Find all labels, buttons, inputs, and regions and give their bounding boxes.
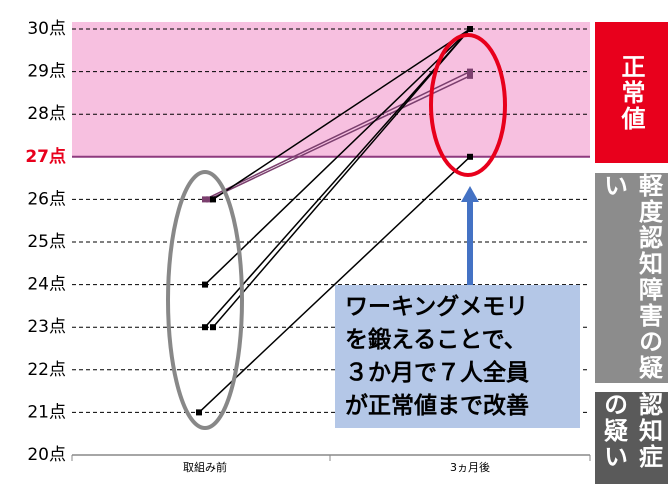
point-marker: [210, 324, 216, 331]
annotation-box: ワーキングメモリ を鍛えることで、 ３か月で７人全員 が正常値まで改善: [335, 285, 580, 428]
y-tick-label: 24点: [27, 275, 66, 295]
y-tick-label: 27点: [25, 146, 66, 167]
point-marker: [467, 68, 473, 75]
point-marker: [206, 196, 212, 203]
highlight-before: [166, 170, 244, 430]
slope-line: [208, 75, 471, 201]
y-tick-label: 26点: [27, 189, 66, 209]
point-marker: [202, 196, 208, 203]
point-marker: [467, 26, 473, 32]
slope-line: [198, 156, 471, 413]
point-marker: [202, 324, 208, 331]
point-marker: [210, 196, 216, 203]
point-marker: [467, 153, 473, 160]
annotation-line: が正常値まで改善: [345, 393, 529, 419]
slope-line: [212, 28, 471, 201]
y-tick-label: 20点: [27, 445, 66, 465]
slope-line: [204, 28, 471, 286]
zone-normal: 正常値: [595, 22, 668, 163]
annotation-line: ３か月で７人全員: [345, 360, 529, 386]
normal-band: [72, 22, 590, 157]
point-marker: [467, 72, 473, 79]
y-tick-label: 25点: [27, 232, 66, 252]
slope-line: [204, 70, 471, 201]
slope-line: [204, 28, 471, 328]
arrow-head: [461, 186, 479, 202]
slope-line: [212, 28, 471, 328]
highlight-after: [429, 33, 507, 177]
y-tick-label: 28点: [27, 104, 66, 124]
y-tick-label: 23点: [27, 317, 66, 337]
point-marker: [202, 281, 208, 288]
y-tick-label: 22点: [27, 360, 66, 380]
zone-dementia: 認知症の疑い: [595, 392, 668, 484]
y-tick-label: 30点: [27, 19, 66, 39]
annotation-line: ワーキングメモリ: [345, 294, 529, 320]
x-tick-label: 3ヵ月後: [450, 460, 490, 474]
y-tick-label: 21点: [27, 402, 66, 422]
annotation-line: を鍛えることで、: [345, 327, 527, 353]
x-tick-label: 取組み前: [183, 460, 227, 474]
y-tick-label: 29点: [27, 62, 66, 82]
zone-mci: 軽度認知障害の疑い: [595, 173, 668, 383]
point-marker: [196, 409, 202, 416]
